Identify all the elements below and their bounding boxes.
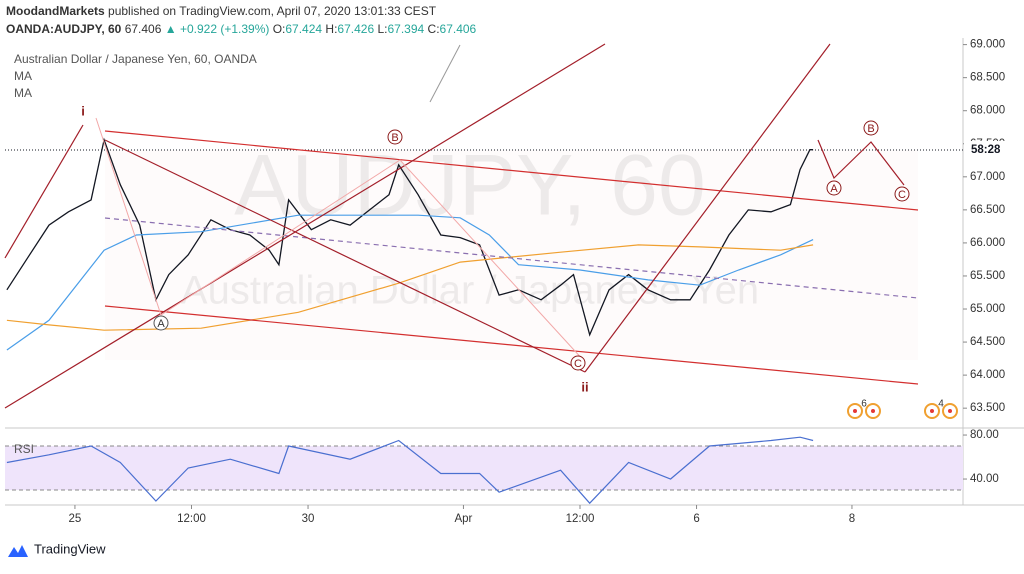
x-tick-label: 25 [69, 513, 82, 525]
countdown: 58:28 [971, 144, 1001, 156]
y-tick-label: 68.500 [970, 72, 1005, 84]
channel-mid [104, 217, 919, 299]
y-tick-label: 67.000 [970, 171, 1005, 183]
wave-label: ii [581, 379, 588, 394]
legend-label: RSI [14, 442, 34, 456]
symbol: OANDA:AUDJPY, 60 [6, 22, 122, 36]
watermark-symbol: AUDJPY, 60 [234, 138, 706, 234]
y-tick-label: 65.500 [970, 270, 1005, 282]
footer-brand: TradingView [34, 541, 106, 556]
open-label: O: [273, 22, 286, 36]
event-count: 4 [938, 399, 944, 410]
legend-label: MA [14, 69, 32, 83]
wave-label: A [830, 183, 838, 195]
y-tick-label: 80.00 [970, 429, 999, 441]
wave-label: i [81, 103, 85, 118]
trend-line [4, 43, 606, 409]
x-tick-label: 8 [849, 513, 855, 525]
highlight-zone [105, 150, 918, 360]
publisher: MoodandMarkets [6, 4, 105, 18]
countdown-box [964, 140, 1024, 159]
x-tick-label: Apr [454, 513, 472, 525]
header-line2: OANDA:AUDJPY, 60 67.406 ▲ +0.922 (+1.39%… [6, 22, 477, 36]
wave-circle [153, 315, 169, 331]
trend-line [584, 43, 831, 373]
open: 67.424 [285, 22, 322, 36]
x-tick-label: 6 [693, 513, 699, 525]
high-label: H: [325, 22, 337, 36]
wave-label: B [867, 123, 874, 135]
watermark-name: Australian Dollar / Japanese Yen [181, 269, 759, 313]
wave-circle [894, 186, 910, 202]
plot-layer: 63.500 64.000 64.500 65.000 65.500 66.000 66.5… [5, 39, 1024, 525]
y-tick-label: 69.000 [970, 39, 1005, 51]
y-tick-label: 63.500 [970, 402, 1005, 414]
drawings [4, 43, 919, 409]
wave-label: A [157, 318, 165, 330]
trend-line [104, 139, 586, 373]
rsi-band [5, 446, 963, 491]
y-tick-label: 65.000 [970, 303, 1005, 315]
wave-circle [863, 120, 879, 136]
y-tick-label: 66.000 [970, 237, 1005, 249]
footer-logo[interactable]: TradingView [8, 541, 106, 557]
wave-circle [387, 129, 403, 145]
event-count: 6 [861, 399, 867, 410]
channel-upper [104, 130, 919, 211]
low-label: L: [377, 22, 387, 36]
wave-label: B [391, 132, 398, 144]
y-tick-label: 64.000 [970, 369, 1005, 381]
y-tick-label: 66.500 [970, 204, 1005, 216]
header-line1: MoodandMarkets published on TradingView.… [6, 4, 437, 18]
wave-path [95, 117, 586, 363]
low: 67.394 [387, 22, 424, 36]
series-line [6, 436, 814, 505]
projection-path [817, 139, 905, 186]
y-tick-label: 68.000 [970, 105, 1005, 117]
wave-label: C [574, 358, 582, 370]
channel-lower [104, 305, 919, 385]
trend-line [4, 124, 84, 259]
high: 67.426 [337, 22, 374, 36]
series-line [6, 214, 814, 351]
x-tick-label: 30 [302, 513, 315, 525]
last: 67.406 [125, 22, 162, 36]
y-tick-label: 64.500 [970, 336, 1005, 348]
legend-label: MA [14, 86, 32, 100]
event-marker[interactable]: 6 [847, 399, 881, 419]
close: 67.406 [440, 22, 477, 36]
wave-circle [826, 180, 842, 196]
wave-label: C [898, 189, 906, 201]
change: ▲ +0.922 (+1.39%) [165, 22, 270, 36]
legend-label: Australian Dollar / Japanese Yen, 60, OA… [14, 52, 257, 66]
x-tick-label: 12:00 [177, 513, 206, 525]
event-marker[interactable]: 4 [924, 399, 958, 419]
wave-circle [570, 355, 586, 371]
series-line [6, 244, 814, 331]
published: published on TradingView.com, April 07, … [108, 4, 437, 18]
y-tick-label: 40.00 [970, 473, 999, 485]
trend-line [429, 44, 461, 103]
close-label: C: [428, 22, 440, 36]
x-tick-label: 12:00 [566, 513, 595, 525]
